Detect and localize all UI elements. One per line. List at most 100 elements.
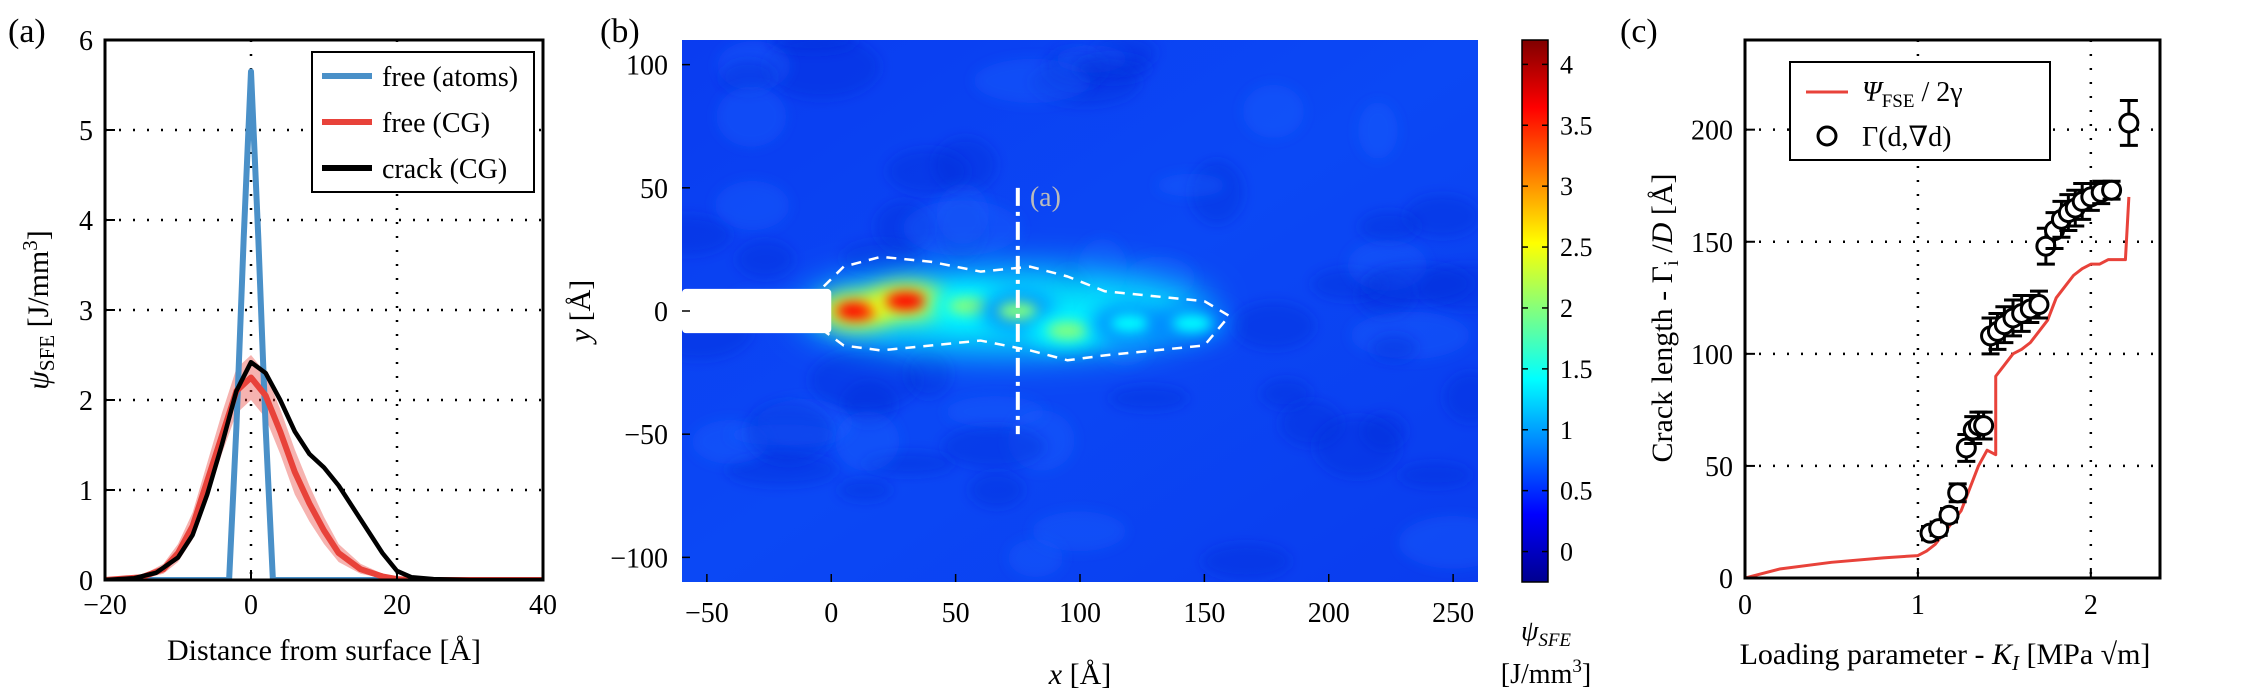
free-atoms-line (105, 68, 543, 580)
panel-a-ylabel-main: ψ (22, 370, 55, 390)
colorbar-label-sub: SFE (1538, 630, 1571, 651)
panel-b-ticks: −50 0 50 100 150 200 250 −100 −50 0 50 100 (610, 51, 1474, 629)
heatmap-noise-blob (838, 479, 892, 501)
colorbar (1521, 39, 1549, 583)
panel-a-ylabel: ψSFE [J/mm3] (18, 230, 59, 390)
heatmap-noise-blob (716, 86, 787, 147)
panel-b-xlabel-unit: [Å] (1062, 658, 1111, 691)
heatmap-noise-blob (720, 60, 776, 94)
colorbar-tick-label: 3 (1560, 172, 1573, 201)
heatmap-hotspot-core (948, 297, 989, 316)
heatmap-noise-blob (1031, 511, 1127, 552)
panel-a-ytick-label: 1 (79, 476, 93, 507)
panel-a-xtick-label: 0 (244, 590, 258, 621)
panel-c-ytick-label: 0 (1719, 564, 1733, 595)
panel-c-scatter-chart: 0 1 2 0 50 100 150 200 Loading parameter - KI [… (1646, 38, 2162, 675)
heatmap-noise-blob (809, 349, 921, 412)
panel-b-xlabel: x [Å] (1048, 658, 1111, 691)
panel-c-xtick-label: 1 (1911, 590, 1925, 621)
heatmap-noise-blob (768, 40, 858, 53)
panel-b-ylabel-var: y (564, 328, 597, 345)
panel-b-xtick-label: 100 (1059, 598, 1101, 629)
panel-c-ylabel: Crack length - Γi /D [Å] (1646, 174, 1683, 463)
heatmap-noise-blob (682, 215, 731, 255)
heatmap-hotspot-core (885, 292, 926, 311)
gamma-point (2028, 294, 2050, 316)
legend-label-free-atoms: free (atoms) (382, 62, 518, 93)
panel-a-series-layer (105, 68, 543, 580)
panel-a-ylabel-unit: [J/mm (22, 251, 55, 335)
colorbar-label-sup: 3 (1572, 656, 1582, 677)
panel-b-xtick-label: 0 (824, 598, 838, 629)
panel-b-xtick-label: 200 (1308, 598, 1350, 629)
panel-c-grid (1745, 40, 2160, 578)
heatmap-noise-blob (1109, 386, 1189, 411)
legend-label-psi-fse-main: Ψ (1862, 77, 1884, 108)
legend-label-psi-fse-tail: / 2γ (1914, 77, 1962, 108)
heatmap-noise-blob (1242, 84, 1305, 139)
heatmap-noise-blob (1201, 543, 1291, 579)
colorbar-label-unit: [J/mm (1501, 659, 1573, 690)
colorbar-ticks: 0 0.5 1 1.5 2 2.5 3 3.5 4 (1522, 50, 1593, 567)
heatmap-noise-blob (714, 180, 790, 231)
panel-b-xlabel-var: x (1048, 658, 1063, 691)
gamma-point (1947, 482, 1969, 504)
heatmap-noise-blob (835, 411, 900, 472)
panel-b-ytick-label: 50 (640, 174, 668, 205)
colorbar-label-var: ψ (1521, 616, 1539, 647)
legend-label-psi-fse: ΨFSE / 2γ (1862, 77, 1963, 112)
panel-c-xlabel: Loading parameter - KI [MPa √m] (1740, 638, 2151, 675)
panel-a-ytick-label: 4 (79, 206, 93, 237)
colorbar-tick-label: 2.5 (1560, 233, 1593, 262)
gamma-point (1928, 518, 1950, 540)
gamma-point (1938, 504, 1960, 526)
panel-c-ytick-label: 50 (1705, 452, 1733, 483)
panel-c-ylabel-text: Crack length - Γ (1646, 266, 1679, 462)
psi-fse-line (1745, 196, 2131, 578)
heatmap-noise-blob (1398, 515, 1478, 569)
heatmap-hotspot-layer (800, 255, 1231, 362)
legend-label-free-cg: free (CG) (382, 108, 490, 139)
heatmap-noise-blob (969, 472, 1024, 508)
colorbar-label-close: ] (1582, 659, 1591, 690)
panel-a-ylabel-sup: 3 (18, 240, 42, 251)
panel-a-xlabel: Distance from surface [Å] (167, 634, 481, 667)
heatmap-noise-blob (973, 58, 1092, 104)
heatmap-noise-blob (1363, 264, 1473, 304)
panel-c-ytick-label: 150 (1691, 228, 1733, 259)
heatmap-hotspot-core (1109, 314, 1150, 333)
heatmap-noise-blob (1008, 538, 1064, 578)
cut-line-label: (a) (1030, 182, 1061, 213)
heatmap-noise-blob (1260, 378, 1312, 409)
heatmap-noise-blob (1073, 55, 1151, 82)
heatmap-noise-blob (1398, 463, 1472, 487)
panel-b-ytick-label: 0 (654, 297, 668, 328)
panel-c-ylabel-unit: [Å] (1646, 174, 1679, 223)
panel-b-xtick-label: 50 (942, 598, 970, 629)
panel-label-a: (a) (8, 13, 46, 50)
panel-a-ytick-label: 0 (79, 566, 93, 597)
panel-c-series-layer (1745, 99, 2140, 578)
panel-c-xtick-label: 0 (1738, 590, 1752, 621)
panel-a-ytick-label: 6 (79, 26, 93, 57)
colorbar-tick-label: 3.5 (1560, 111, 1593, 140)
heatmap-noise-blob (887, 149, 969, 195)
panel-c-legend: ΨFSE / 2γ Γ(d,∇d) (1789, 61, 2051, 161)
legend-label-psi-fse-sub: FSE (1882, 91, 1915, 112)
panel-b-ytick-label: −50 (624, 420, 668, 451)
panel-label-b: (b) (600, 13, 640, 50)
panel-a-xtick-label: 20 (383, 590, 411, 621)
heatmap-noise-blob (1370, 334, 1418, 362)
gamma-point (2118, 112, 2140, 134)
heatmap-hotspot-core (836, 302, 877, 320)
panel-b-ylabel-unit: [Å] (564, 280, 597, 329)
colorbar-label-line1: ψSFE (1521, 616, 1571, 651)
heatmap-hotspot-core (1171, 314, 1212, 333)
panel-c-xlabel-text: Loading parameter - (1740, 638, 1992, 671)
heatmap-noise-blob (1156, 173, 1226, 197)
legend-label-crack-cg: crack (CG) (382, 154, 507, 185)
heatmap-hotspot-core (997, 302, 1038, 320)
